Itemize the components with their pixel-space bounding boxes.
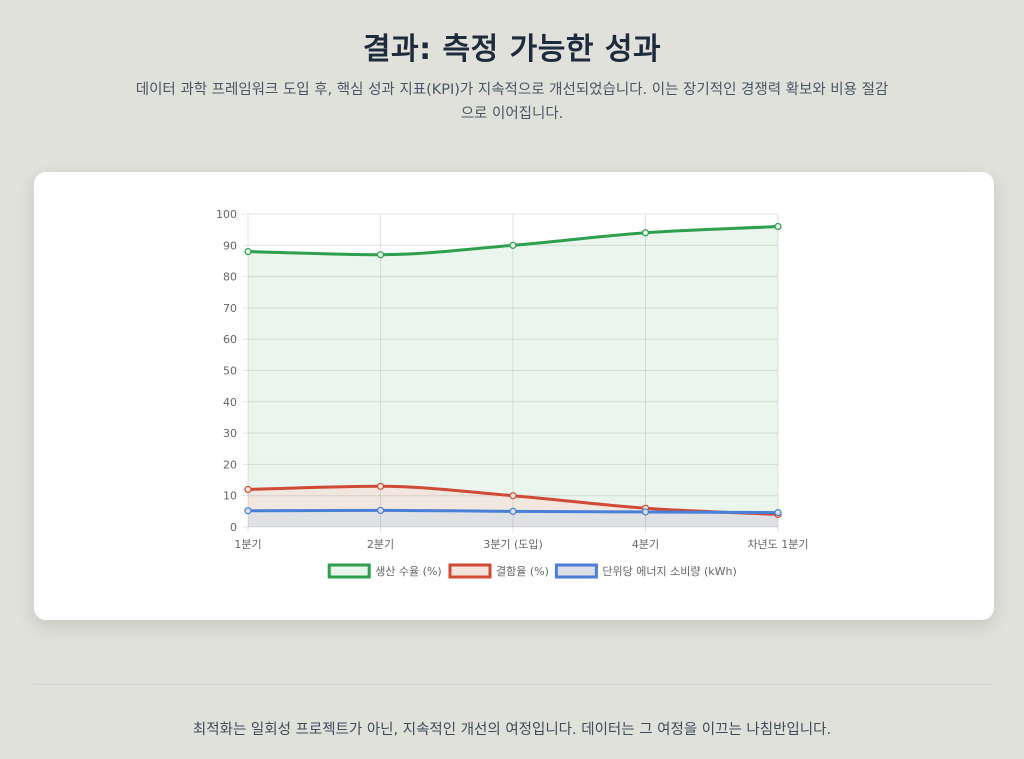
data-point bbox=[641, 508, 650, 516]
chart-card: 0 10 20 30 40 50 60 70 80 90 100 1분기 2분기 3분기 (도입) 4분기 차… bbox=[34, 172, 994, 620]
legend-item[interactable]: 단위당 에너지 소비량 (kWh) bbox=[554, 563, 737, 579]
y-tick-label: 10 bbox=[223, 490, 237, 503]
y-tick-label: 60 bbox=[223, 333, 237, 346]
legend-label: 생산 수율 (%) bbox=[375, 565, 442, 578]
y-tick-label: 0 bbox=[230, 521, 237, 534]
data-point bbox=[244, 247, 252, 256]
page-title: 결과: 측정 가능한 성과 bbox=[362, 32, 662, 67]
legend-swatch bbox=[554, 563, 598, 579]
legend-label: 단위당 에너지 소비량 (kWh) bbox=[602, 565, 736, 578]
data-point bbox=[376, 482, 385, 490]
data-point bbox=[376, 251, 385, 259]
section-divider bbox=[34, 684, 994, 685]
legend-item[interactable]: 결함율 (%) bbox=[448, 563, 549, 579]
y-tick-label: 100 bbox=[216, 208, 237, 221]
data-point bbox=[509, 241, 517, 249]
legend-label: 결함율 (%) bbox=[496, 565, 549, 578]
page-subtitle: 데이터 과학 프레임워크 도입 후, 핵심 성과 지표(KPI)가 지속적으로 … bbox=[135, 82, 889, 122]
data-point bbox=[641, 229, 650, 237]
x-tick-label: 4분기 bbox=[632, 538, 659, 551]
legend-swatch bbox=[448, 563, 492, 579]
data-point bbox=[376, 506, 385, 515]
grid-lines bbox=[242, 213, 779, 533]
data-point bbox=[509, 507, 517, 515]
y-tick-label: 50 bbox=[223, 365, 237, 378]
y-tick-label: 30 bbox=[223, 427, 237, 440]
data-point bbox=[244, 485, 252, 494]
data-point bbox=[774, 509, 782, 517]
series-2 bbox=[244, 506, 782, 517]
x-tick-label: 2분기 bbox=[367, 538, 394, 551]
x-axis-labels: 1분기 2분기 3분기 (도입) 4분기 차년도 1분기 bbox=[234, 538, 808, 551]
series-fill-0 bbox=[248, 226, 778, 527]
footer-text: 최적화는 일회성 프로젝트가 아닌, 지속적인 개선의 여정입니다. 데이터는 … bbox=[192, 722, 832, 738]
y-tick-label: 20 bbox=[223, 458, 237, 471]
data-point bbox=[509, 492, 517, 500]
y-tick-label: 40 bbox=[223, 396, 237, 409]
y-axis-labels: 0 10 20 30 40 50 60 70 80 90 100 bbox=[216, 208, 237, 534]
kpi-line-chart: 0 10 20 30 40 50 60 70 80 90 100 1분기 2분기 3분기 (도입) 4분기 차… bbox=[216, 208, 809, 579]
y-tick-label: 80 bbox=[223, 271, 237, 284]
series-fills bbox=[248, 226, 778, 527]
x-tick-label: 차년도 1분기 bbox=[747, 538, 808, 551]
x-tick-label: 1분기 bbox=[234, 538, 261, 551]
legend-item[interactable]: 생산 수율 (%) bbox=[327, 563, 442, 579]
y-tick-label: 90 bbox=[223, 239, 237, 252]
y-tick-label: 70 bbox=[223, 302, 237, 315]
legend-swatch bbox=[327, 563, 371, 579]
chart-legend: 생산 수율 (%) 결함율 (%) 단위당 에너지 소비량 (kWh) bbox=[327, 563, 737, 579]
x-tick-label: 3분기 (도입) bbox=[483, 538, 543, 551]
data-point bbox=[774, 222, 782, 231]
series-0 bbox=[244, 222, 782, 259]
data-point bbox=[244, 507, 252, 515]
